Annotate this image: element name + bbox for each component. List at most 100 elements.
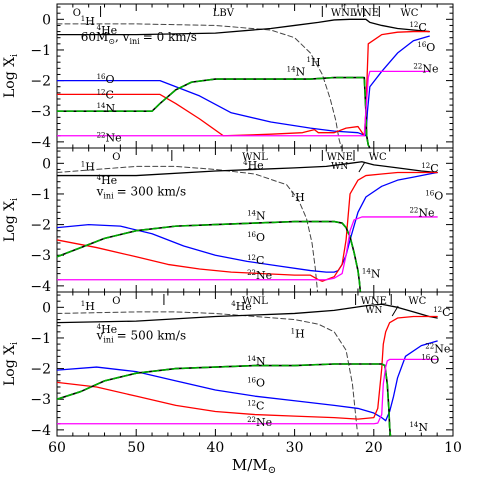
species-mass-number: 1 bbox=[81, 300, 85, 308]
phase-label: WC bbox=[400, 8, 418, 19]
phase-divider-slash bbox=[358, 161, 366, 173]
y-tick-label: −3 bbox=[30, 392, 51, 408]
phase-arrow: ↑ bbox=[341, 3, 348, 12]
species-symbol: N bbox=[256, 209, 266, 222]
x-axis-label: M/M⊙ bbox=[232, 456, 276, 476]
species-symbol: H bbox=[295, 191, 305, 204]
annotation-v: v bbox=[96, 328, 104, 342]
annotation-velocity: = 0 km/s bbox=[143, 30, 197, 44]
phase-label: WNL bbox=[331, 8, 357, 19]
species-mass-number: 12 bbox=[433, 306, 442, 314]
species-label: 14N bbox=[247, 209, 266, 222]
species-symbol: He bbox=[101, 323, 117, 336]
phase-label: O bbox=[73, 8, 81, 19]
species-symbol: H bbox=[85, 300, 95, 313]
species-mass-number: 22 bbox=[409, 206, 418, 214]
species-symbol: Ne bbox=[106, 131, 122, 144]
species-mass-number: 22 bbox=[413, 62, 422, 70]
annotation-velocity: = 300 km/s bbox=[117, 184, 186, 198]
species-mass-number: 14 bbox=[409, 421, 418, 429]
species-mass-number: 14 bbox=[247, 355, 256, 363]
phase-label: LBV bbox=[213, 8, 235, 19]
series-line-He bbox=[57, 18, 430, 36]
species-label: 14N bbox=[409, 421, 428, 434]
species-mass-number: 14 bbox=[97, 102, 106, 110]
annotation-v-sub: ini bbox=[129, 37, 140, 46]
species-mass-number: 1 bbox=[291, 327, 295, 335]
phase-label: O bbox=[112, 296, 120, 307]
species-symbol: Ne bbox=[422, 62, 438, 75]
species-mass-number: 1 bbox=[291, 191, 295, 199]
series-line-H bbox=[57, 311, 358, 431]
species-mass-number: 1 bbox=[306, 56, 310, 64]
annotation-v: v bbox=[96, 184, 104, 198]
y-tick-label: −4 bbox=[30, 279, 51, 295]
x-tick-labels: 60 50 40 30 20 10 bbox=[48, 440, 462, 456]
series-group bbox=[57, 303, 438, 436]
species-symbol: Ne bbox=[256, 416, 272, 429]
species-label: 22Ne bbox=[247, 269, 272, 282]
species-symbol: O bbox=[256, 231, 265, 244]
series-line-N-base bbox=[57, 220, 362, 292]
species-symbol: C bbox=[442, 306, 450, 319]
species-symbol: H bbox=[85, 15, 95, 28]
y-tick-label: 0 bbox=[42, 12, 51, 28]
species-label: 12C bbox=[97, 88, 114, 101]
y-tick-label: 0 bbox=[42, 300, 51, 316]
species-symbol: C bbox=[430, 162, 438, 175]
species-mass-number: 16 bbox=[97, 73, 106, 81]
panel-annotation: 60M⊙, vini = 0 km/s bbox=[81, 30, 197, 46]
species-label: 14N bbox=[362, 268, 381, 281]
species-symbol: N bbox=[296, 65, 306, 78]
series-line-C bbox=[57, 315, 438, 420]
species-symbol: Ne bbox=[418, 206, 434, 219]
species-symbol: O bbox=[426, 41, 435, 54]
series-line-N bbox=[57, 220, 362, 292]
species-label: 16O bbox=[417, 41, 435, 54]
species-label: 4He bbox=[97, 174, 118, 187]
series-line-H bbox=[57, 23, 342, 148]
species-label: 14N bbox=[287, 65, 306, 78]
species-mass-number: 12 bbox=[409, 21, 418, 29]
panel-annotation: vini = 300 km/s bbox=[96, 184, 187, 200]
species-mass-number: 12 bbox=[97, 88, 106, 96]
species-symbol: N bbox=[371, 268, 381, 281]
annotation-v-sub: ini bbox=[103, 335, 114, 344]
species-label: 22Ne bbox=[425, 343, 450, 356]
x-tick-label: 10 bbox=[444, 440, 462, 456]
annotation-mass: 60M bbox=[81, 30, 109, 44]
species-mass-number: 1 bbox=[81, 15, 85, 23]
species-label: 1H bbox=[291, 327, 305, 340]
x-tick-label: 50 bbox=[127, 440, 145, 456]
species-symbol: He bbox=[101, 24, 117, 37]
species-label: 16O bbox=[421, 353, 439, 366]
species-label: 22Ne bbox=[97, 131, 122, 144]
y-tick-label: −1 bbox=[30, 43, 51, 59]
y-tick-label: −1 bbox=[30, 187, 51, 203]
y-axis-label-sub: i bbox=[10, 54, 20, 57]
species-mass-number: 12 bbox=[421, 162, 430, 170]
y-axis-label-main: Log X bbox=[2, 201, 18, 242]
species-symbol: C bbox=[418, 21, 426, 34]
species-label: 12C bbox=[433, 306, 450, 319]
species-mass-number: 14 bbox=[287, 65, 296, 73]
species-mass-number: 22 bbox=[247, 269, 256, 277]
species-label: 22Ne bbox=[413, 62, 438, 75]
y-axis-label-sub: i bbox=[10, 198, 20, 201]
y-tick-label: 0 bbox=[42, 156, 51, 172]
species-mass-number: 16 bbox=[417, 41, 426, 49]
species-mass-number: 14 bbox=[362, 268, 371, 276]
phase-label: WC bbox=[408, 296, 426, 307]
species-symbol: Ne bbox=[256, 269, 272, 282]
y-axis-label-main: Log X bbox=[2, 345, 18, 386]
phase-label: WNE bbox=[361, 296, 387, 307]
y-tick-label: −4 bbox=[30, 135, 51, 151]
phase-label: WNE bbox=[353, 8, 379, 19]
species-label: 16O bbox=[97, 73, 115, 86]
